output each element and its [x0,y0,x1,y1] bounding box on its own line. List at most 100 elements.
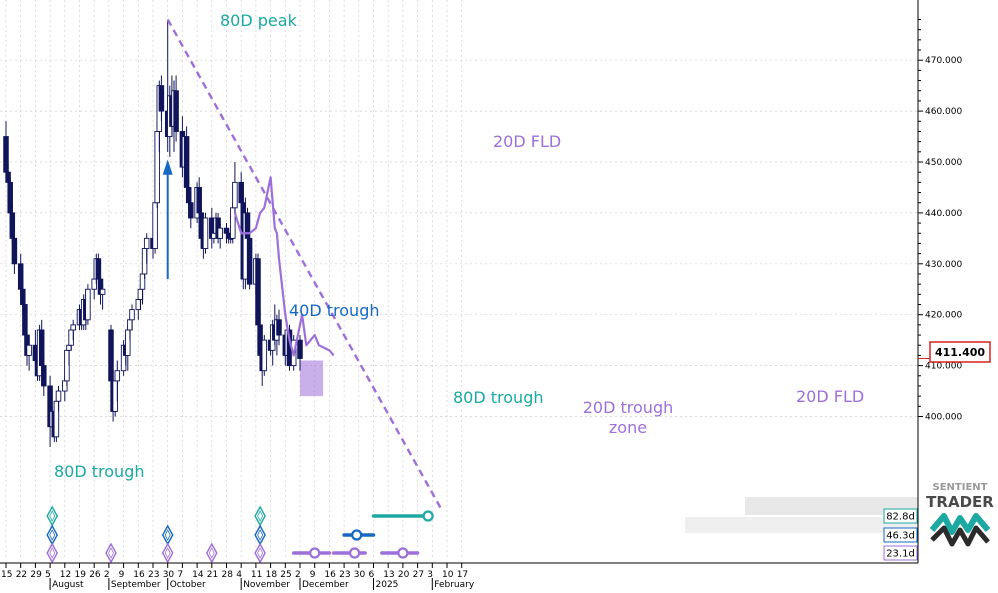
candle-body-63 [188,202,194,219]
month-label-5: 2025 [376,580,399,590]
x-tick-label-27: 20 [398,570,410,580]
current-price-label: 411.400 [935,346,985,359]
cycle-marker-inner-3-purple [208,547,215,559]
cycle-marker-2-blue [161,524,174,546]
candle-body-58 [173,90,179,132]
x-tick-label-6: 26 [89,570,101,580]
x-tick-label-23: 23 [339,570,350,580]
x-tick-label-2: 29 [30,570,42,580]
label-80d-peak: 80D peak [220,11,298,30]
candle-body-29 [85,288,91,321]
proj-center-4 [397,547,409,559]
candle-body-88 [261,339,268,372]
sentient-trader-logo: SENTIENT TRADER [926,482,994,547]
x-tick-label-25: 6 [369,570,375,580]
x-tick-label-8: 9 [119,570,125,580]
cycle-marker-inner-2-purple [164,547,171,559]
x-tick-label-20: 2 [295,570,301,580]
cycle-markers [46,505,266,564]
proj-label-0: 82.8d [886,512,915,523]
arrow-head [162,159,173,175]
month-label-3: November [243,580,290,590]
proj-center-0 [422,510,434,522]
logo-line2: TRADER [926,493,994,511]
x-tick-label-18: 18 [266,570,278,580]
label-20d-fld-right: 20D FLD [796,387,864,406]
logo-mark-dark [930,525,990,547]
candles [3,19,303,448]
candle-body-14 [41,365,47,387]
candle-body-34 [99,288,106,295]
y-tick-label-3: 430.000 [925,260,962,270]
candle-body-83 [246,237,253,285]
y-tick-label-1: 410.000 [925,362,962,372]
proj-label-box-1 [883,527,918,543]
x-tick-label-30: 10 [442,570,454,580]
cycle-marker-4-teal [254,505,266,527]
trough-zone [300,360,324,397]
label-20d-fld-top: 20D FLD [493,132,561,151]
x-tick-label-1: 22 [16,570,27,580]
x-tick-label-4: 12 [60,570,71,580]
cycle-marker-inner-0-teal [49,510,56,522]
x-tick-label-9: 16 [133,570,145,580]
label-80d-trough-nov: 80D trough [453,388,544,407]
x-tick-label-13: 14 [192,570,204,580]
month-label-6: February [434,580,475,590]
cycle-marker-inner-0-blue [49,529,56,541]
candle-body-9 [26,344,32,356]
trough-zone-rect [300,360,324,397]
y-tick-label-6: 460.000 [925,107,962,117]
x-tick-label-17: 11 [251,570,262,580]
cycle-marker-4-purple [254,542,266,564]
x-tick-label-29: 3 [427,570,433,580]
axes: 400.000 410.000 420.000 430.000 440.000 450.0… [0,0,962,590]
cycle-projections: 82.8d 46.3d 23.1d [291,497,918,561]
cycle-marker-inner-4-teal [257,510,264,522]
candle-body-53 [158,85,165,112]
fld-series-0 [233,176,335,357]
x-tick-label-16: 4 [236,570,242,580]
x-tick-label-28: 27 [413,570,424,580]
candle-body-4 [11,237,18,265]
proj-center-3 [349,547,361,559]
proj-label-2: 23.1d [886,549,915,560]
x-tick-label-3: 5 [45,570,51,580]
x-tick-label-12: 7 [177,570,183,580]
cycle-marker-0-teal [46,505,59,527]
label-20d-trough-zone-2: zone [609,418,647,437]
y-tick-label-4: 440.000 [925,209,962,219]
cycle-marker-0-blue [46,524,59,546]
label-20d-trough-zone-1: 20D trough [583,398,674,417]
grid-lines [0,0,918,560]
x-tick-label-31: 17 [457,570,468,580]
trend-line-path [166,18,442,509]
x-tick-label-24: 30 [354,570,366,580]
x-tick-label-14: 21 [207,570,218,580]
proj-band-teal [745,497,918,515]
candle-body-68 [202,217,209,249]
cycle-marker-1-purple [105,542,117,564]
proj-center-2 [309,547,321,559]
x-tick-label-22: 16 [324,570,336,580]
cycle-marker-inner-0-purple [49,547,56,559]
y-tick-label-2: 420.000 [925,311,962,321]
x-tick-label-21: 9 [310,570,316,580]
proj-label-1: 46.3d [886,531,915,542]
candle-body-93 [276,319,282,336]
x-tick-label-19: 25 [280,570,291,580]
candle-body-48 [143,237,150,249]
x-tick-label-15: 28 [222,570,234,580]
cycle-marker-inner-1-purple [108,547,114,559]
y-tick-label-0: 400.000 [925,413,962,423]
cycle-marker-inner-4-purple [257,547,264,559]
cycle-marker-inner-2-blue [164,529,171,541]
x-tick-label-7: 2 [104,570,110,580]
candle-body-73 [217,227,223,239]
x-tick-label-10: 23 [148,570,159,580]
cycle-marker-inner-4-blue [257,529,264,541]
label-40d-trough: 40D trough [289,301,380,320]
proj-label-box-0 [883,508,918,524]
current-price-box: 411.400 [929,341,991,363]
